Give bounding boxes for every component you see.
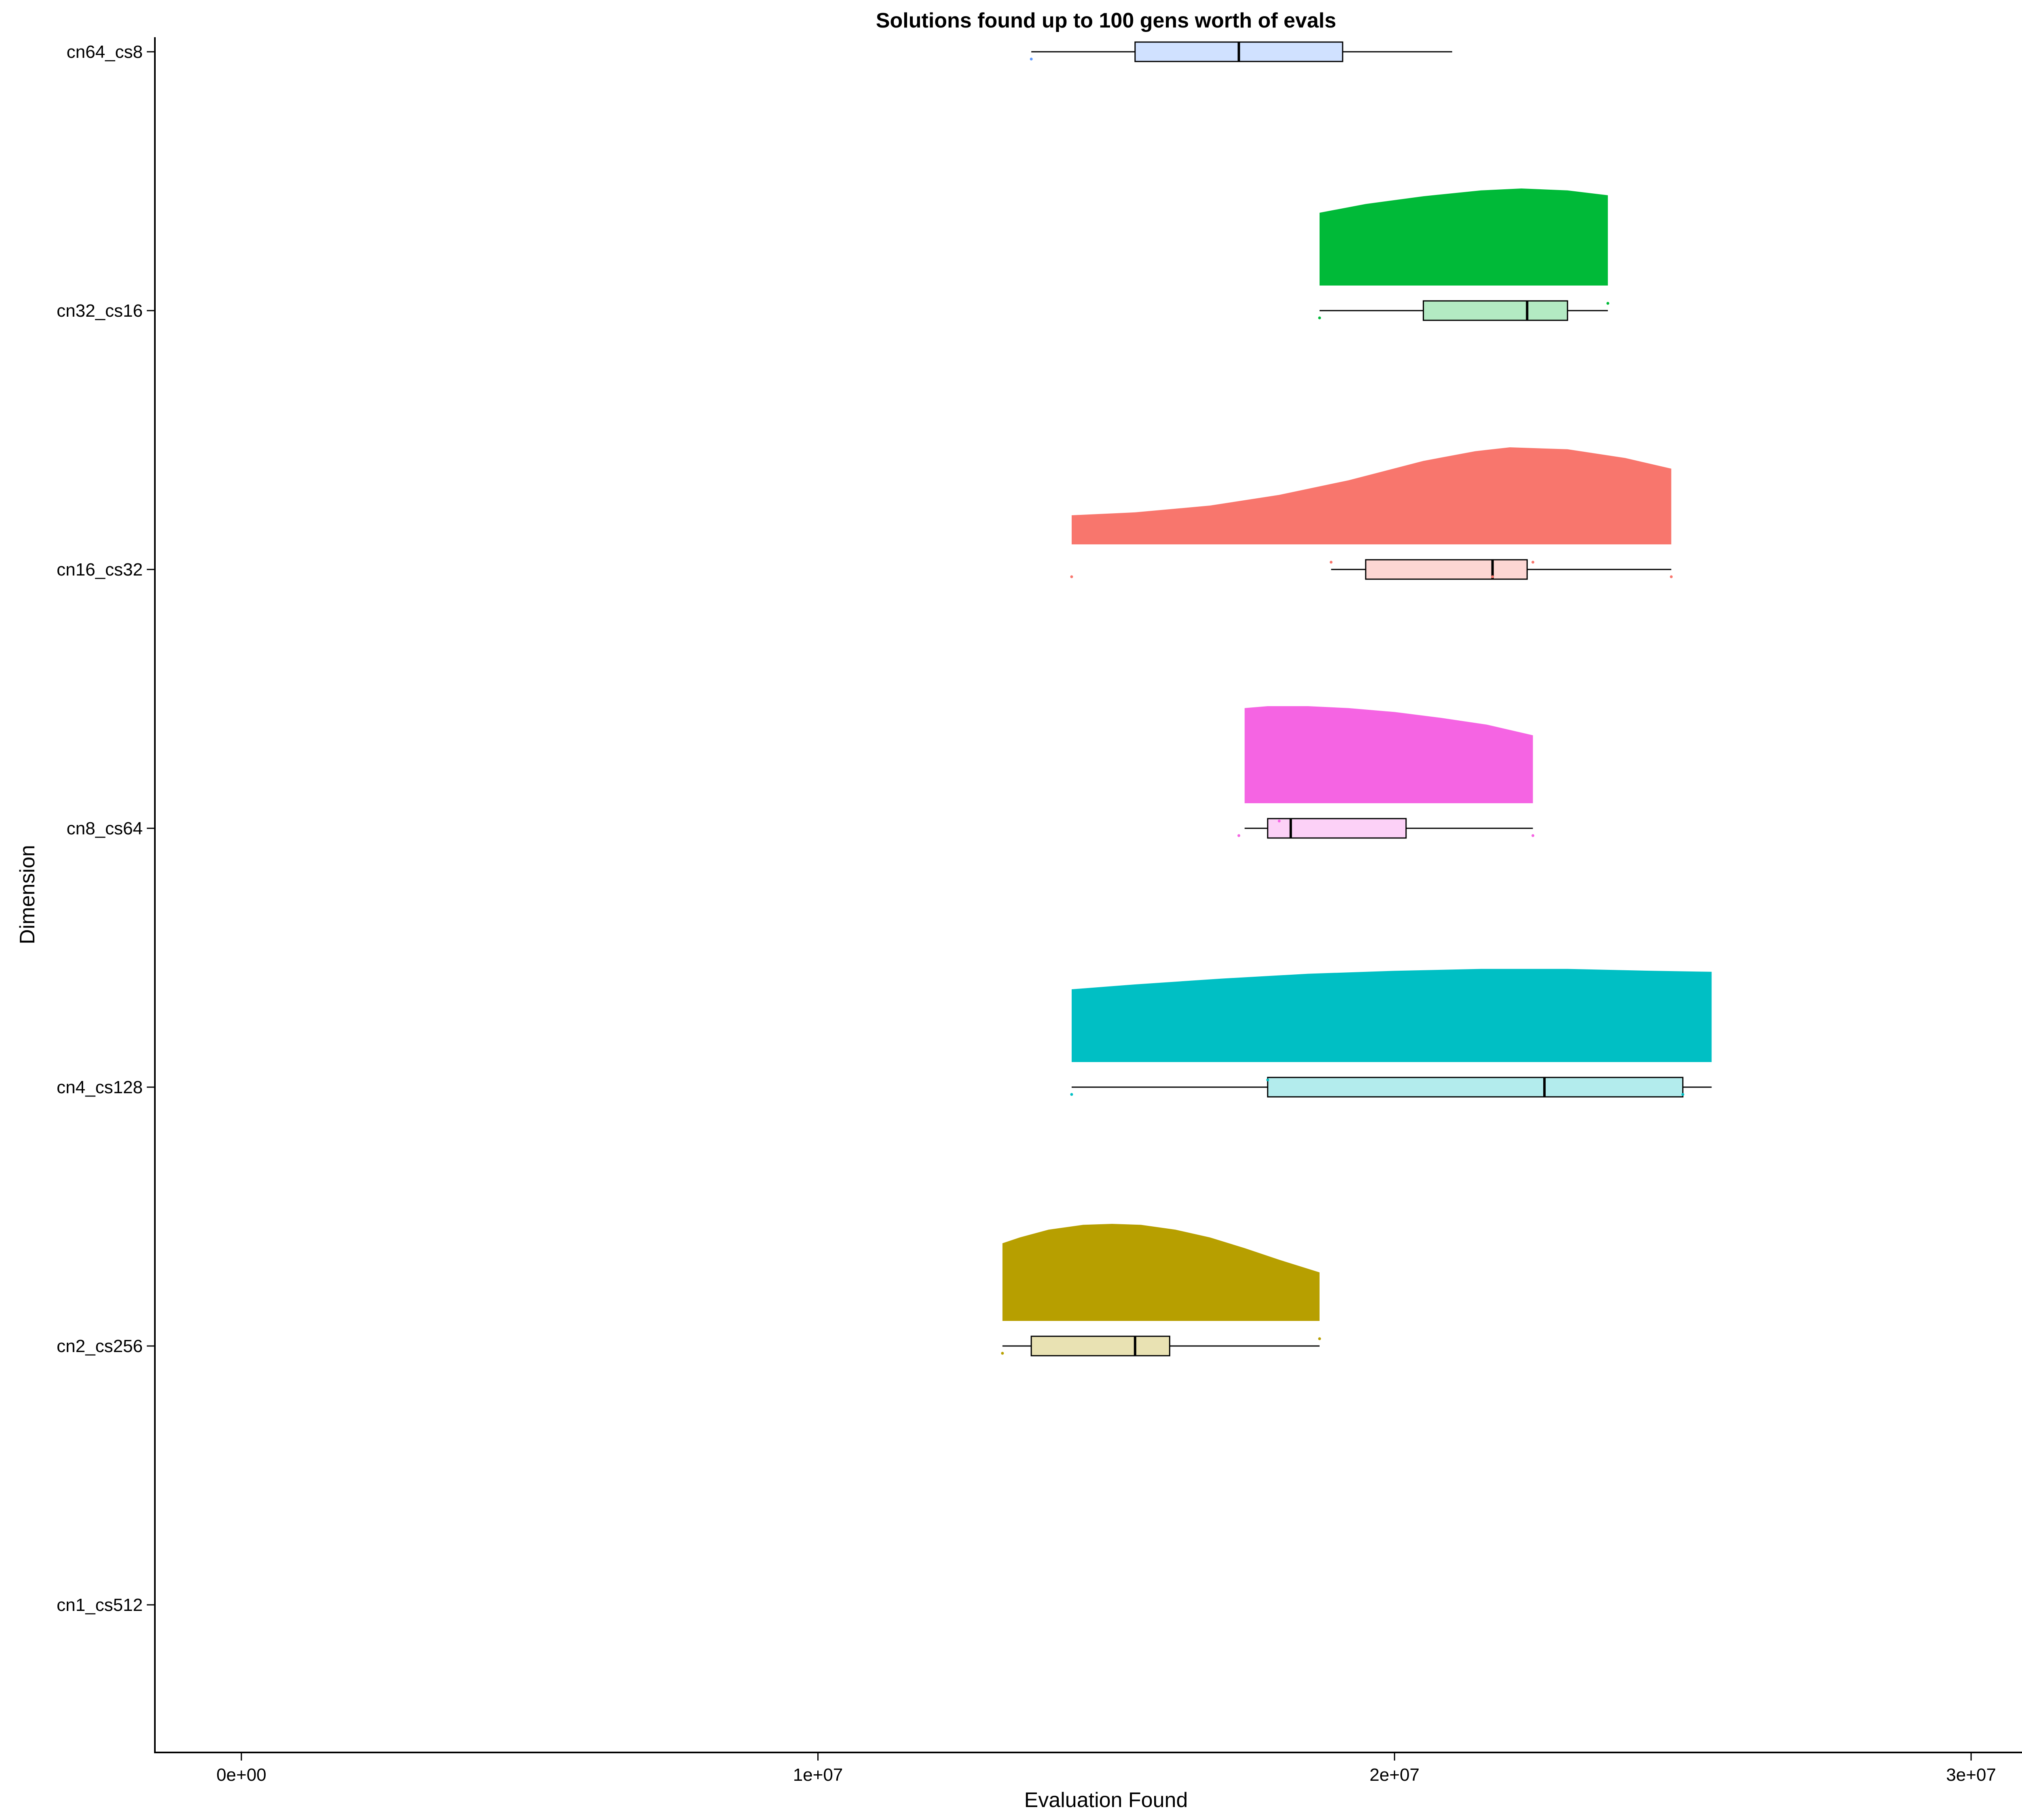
- point-cn8_cs64: [1277, 819, 1281, 823]
- x-tick-label: 3e+07: [1946, 1765, 1996, 1785]
- point-cn4_cs128: [1681, 1093, 1684, 1096]
- series-cn8_cs64: [1237, 706, 1535, 839]
- y-tick-label: cn4_cs128: [57, 1077, 143, 1097]
- density-cn16_cs32: [1072, 447, 1671, 544]
- point-cn16_cs32: [1670, 575, 1673, 578]
- x-tick-label: 2e+07: [1370, 1765, 1420, 1785]
- y-tick-label: cn16_cs32: [57, 560, 143, 580]
- series-cn4_cs128: [1070, 969, 1712, 1098]
- y-tick-label: cn1_cs512: [57, 1595, 143, 1615]
- y-tick-label: cn8_cs64: [67, 819, 143, 838]
- point-cn2_cs256: [1318, 1337, 1321, 1340]
- y-tick-label: cn2_cs256: [57, 1336, 143, 1356]
- point-cn32_cs16: [1606, 302, 1610, 305]
- point-cn4_cs128: [1070, 1093, 1073, 1096]
- y-tick-label: cn64_cs8: [67, 42, 143, 62]
- series-cn16_cs32: [1070, 447, 1673, 580]
- point-cn8_cs64: [1531, 834, 1535, 837]
- box-cn16_cs32: [1365, 559, 1528, 580]
- point-cn16_cs32: [1531, 561, 1535, 564]
- x-tick-label: 0e+00: [216, 1765, 266, 1785]
- series-cn2_cs256: [1001, 1224, 1321, 1357]
- point-cn8_cs64: [1237, 834, 1240, 837]
- density-cn8_cs64: [1244, 706, 1533, 803]
- x-tick-label: 1e+07: [793, 1765, 843, 1785]
- density-cn2_cs256: [1002, 1224, 1320, 1321]
- box-cn8_cs64: [1267, 818, 1407, 839]
- x-axis-ticks: 0e+00 1e+07 2e+07 3e+07: [216, 1752, 1996, 1785]
- point-cn16_cs32: [1330, 561, 1333, 564]
- box-cn32_cs16: [1423, 300, 1568, 321]
- y-tick-label: cn32_cs16: [57, 301, 143, 321]
- point-cn4_cs128: [1266, 1078, 1269, 1081]
- box-cn4_cs128: [1267, 1077, 1684, 1098]
- series-cn32_cs16: [1318, 188, 1610, 321]
- point-cn16_cs32: [1070, 575, 1073, 578]
- density-cn32_cs16: [1320, 188, 1608, 286]
- box-cn2_cs256: [1030, 1335, 1170, 1357]
- chart-title: Solutions found up to 100 gens worth of …: [876, 9, 1336, 32]
- point-cn2_cs256: [1001, 1352, 1004, 1355]
- x-axis-title: Evaluation Found: [1024, 1788, 1188, 1812]
- axes: [154, 37, 2022, 1753]
- series-cn64_cs8: [1030, 41, 1452, 62]
- density-cn4_cs128: [1072, 969, 1712, 1062]
- point-cn32_cs16: [1318, 316, 1321, 320]
- y-axis-ticks: cn1_cs512 cn2_cs256 cn4_cs128 cn8_cs64 cn16_…: [57, 42, 155, 1615]
- y-axis-title: Dimension: [16, 845, 39, 944]
- point-cn64_cs8: [1030, 57, 1033, 61]
- point-cn16_cs32: [1491, 575, 1494, 578]
- plot-area: [1001, 41, 1712, 1357]
